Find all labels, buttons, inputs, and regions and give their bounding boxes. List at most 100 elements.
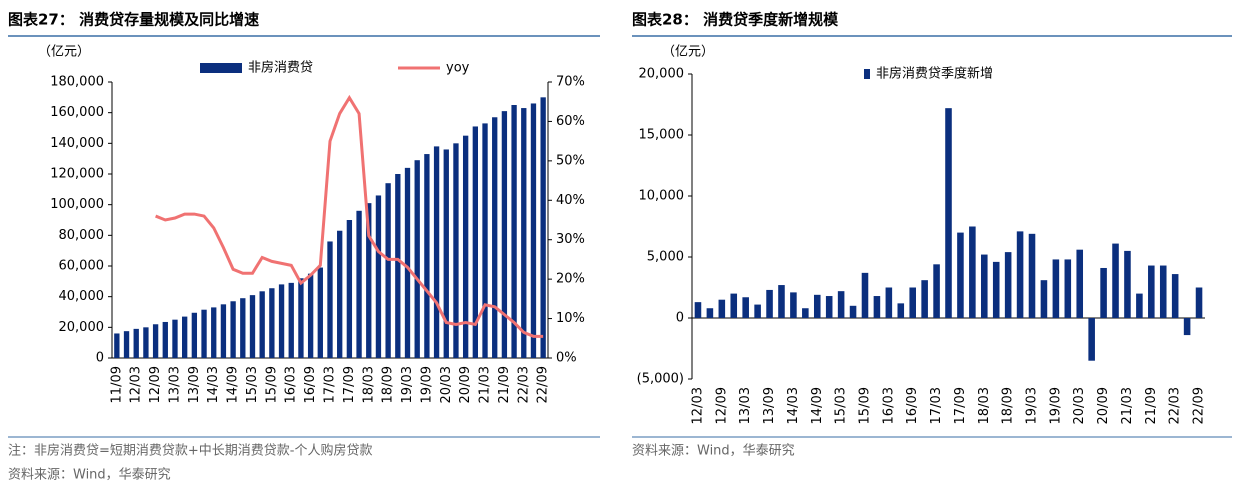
bar [1159, 265, 1167, 318]
bar [1183, 318, 1191, 336]
x-tick-label: 21/03 [478, 366, 493, 403]
x-tick-label: 13/03 [167, 366, 182, 403]
bar [278, 284, 285, 358]
bar [366, 203, 372, 358]
bar [511, 105, 517, 358]
x-tick-label: 15/03 [245, 366, 260, 403]
bar [957, 232, 964, 318]
x-tick-label: 21/09 [1144, 387, 1159, 424]
bar [220, 304, 227, 358]
bar [1076, 249, 1084, 318]
bar [790, 292, 797, 318]
x-tick-label: 20/03 [1072, 387, 1087, 424]
bar [462, 135, 469, 358]
bar [1004, 252, 1012, 318]
bar [754, 304, 761, 318]
y-tick-label: 15,000 [639, 128, 685, 143]
x-tick-label: 17/03 [929, 387, 944, 424]
bar [395, 174, 401, 358]
bar [992, 261, 1000, 318]
bar [885, 287, 893, 318]
bar [307, 273, 314, 358]
bar [825, 296, 833, 318]
bar [694, 302, 702, 318]
bar [1124, 250, 1131, 318]
bar [133, 328, 139, 358]
x-tick-label: 12/03 [129, 366, 144, 403]
chart-title: 图表28： 消费贷季度新增规模 [632, 11, 839, 29]
x-tick-label: 20/09 [458, 366, 473, 403]
bar [981, 254, 988, 318]
unit-label: （亿元） [662, 45, 714, 60]
x-tick-label: 17/03 [323, 366, 338, 403]
y-tick-label: 160,000 [50, 105, 104, 120]
bar [945, 108, 952, 318]
x-tick-label: 19/09 [419, 366, 434, 403]
x-tick-label: 13/09 [187, 366, 202, 403]
x-tick-label: 19/03 [400, 366, 415, 403]
bar [269, 288, 275, 358]
bar [201, 309, 207, 358]
x-tick-label: 20/03 [439, 366, 454, 403]
y-tick-label: 0 [96, 351, 104, 366]
y2-tick-label: 60% [556, 114, 585, 129]
unit-label: （亿元） [38, 45, 90, 60]
x-tick-label: 13/03 [738, 387, 753, 424]
bar [337, 230, 343, 358]
x-tick-label: 17/09 [953, 387, 968, 424]
legend-swatch [864, 69, 870, 79]
legend-swatch [200, 63, 242, 73]
x-tick-label: 19/03 [1025, 387, 1040, 424]
bar [346, 220, 353, 358]
bar [123, 331, 130, 358]
x-tick-label: 13/09 [762, 387, 777, 424]
bar [1052, 259, 1060, 318]
bar [182, 316, 188, 358]
x-tick-label: 11/09 [109, 366, 124, 403]
y-tick-label: 60,000 [59, 259, 105, 274]
x-tick-label: 15/09 [857, 387, 872, 424]
note: 注：非房消费贷=短期消费贷款+中长期消费贷款-个人购房贷款 [8, 443, 372, 459]
chart-title: 图表27： 消费贷存量规模及同比增速 [8, 11, 259, 29]
bar [143, 327, 149, 358]
x-tick-label: 21/09 [497, 366, 512, 403]
bar [404, 167, 411, 358]
bar [897, 303, 905, 318]
bar [873, 296, 881, 318]
bar [453, 143, 459, 358]
x-tick-label: 12/09 [148, 366, 163, 403]
y2-tick-label: 0% [556, 351, 577, 366]
y2-tick-label: 70% [556, 75, 585, 90]
x-tick-label: 21/03 [1120, 387, 1135, 424]
x-tick-label: 22/09 [1192, 387, 1207, 424]
bar [718, 299, 726, 318]
bar [969, 226, 976, 318]
bar [1028, 233, 1036, 318]
x-tick-label: 16/09 [303, 366, 318, 403]
x-tick-label: 18/09 [1001, 387, 1016, 424]
source: 资料来源：Wind，华泰研究 [632, 444, 795, 459]
bar [1195, 287, 1203, 318]
x-tick-label: 16/03 [881, 387, 896, 424]
bar [766, 289, 773, 318]
x-tick-label: 15/09 [264, 366, 279, 403]
y-tick-label: 40,000 [59, 289, 105, 304]
bar [385, 183, 391, 358]
bar [1112, 243, 1119, 318]
bar [211, 307, 217, 358]
x-tick-label: 16/09 [905, 387, 920, 424]
x-tick-label: 14/03 [206, 366, 221, 403]
x-tick-label: 22/09 [536, 366, 551, 403]
bar [191, 312, 198, 358]
y-tick-label: 20,000 [59, 320, 105, 335]
x-tick-label: 22/03 [1168, 387, 1183, 424]
x-tick-label: 14/03 [786, 387, 801, 424]
bar [778, 285, 785, 318]
bar [909, 287, 916, 318]
x-tick-label: 19/09 [1048, 387, 1063, 424]
bar [472, 126, 478, 358]
bar [933, 264, 940, 318]
y2-tick-label: 40% [556, 193, 585, 208]
y-tick-label: 180,000 [50, 75, 104, 90]
bar [521, 108, 527, 358]
